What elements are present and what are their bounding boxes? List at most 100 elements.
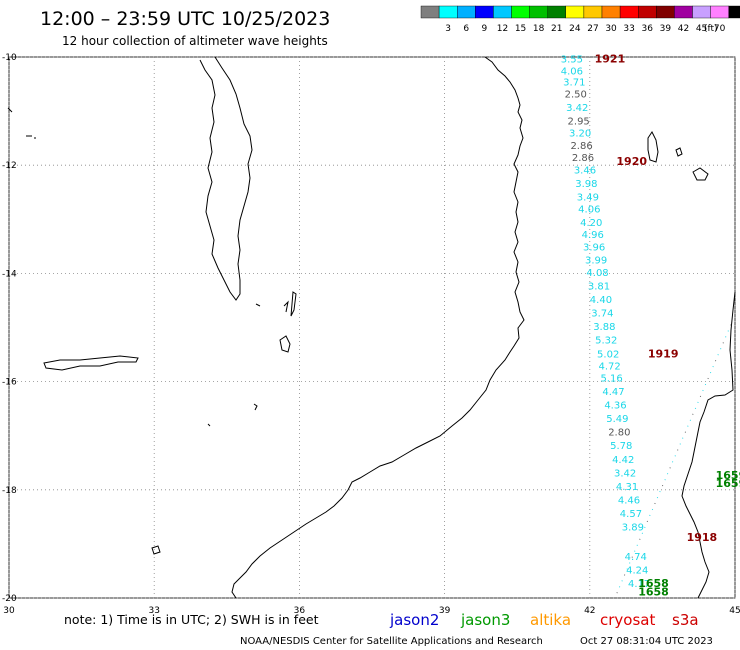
dense-track-mark: ·: [706, 369, 715, 376]
legend-swatch: [475, 5, 494, 19]
wave-height-label: 4.20: [580, 218, 602, 229]
dense-track-mark: ·: [658, 482, 667, 489]
coast-madagascar: [681, 291, 736, 599]
dense-track-mark: ·: [656, 488, 665, 495]
legend-tick-label: 9: [481, 24, 487, 34]
dense-track-mark: ·: [727, 322, 736, 329]
chart-title: 12:00 – 23:59 UTC 10/25/2023: [40, 8, 330, 30]
coast-island-b: [151, 545, 161, 555]
legend-tick-label: 21: [551, 24, 562, 34]
x-tick-label: 39: [439, 606, 451, 616]
dense-track-mark: ·: [646, 512, 655, 519]
wave-height-label: 4.06: [561, 66, 583, 77]
wave-height-label: 4.36: [604, 401, 626, 412]
coast-island-a: [253, 403, 258, 411]
wave-height-label: 5.16: [600, 374, 622, 385]
dense-track-mark: ·: [716, 346, 725, 353]
wave-height-label: 4.17: [628, 579, 650, 590]
legend-tick-label: 6: [463, 24, 469, 34]
grid: [8, 56, 736, 599]
dense-track-mark: ·: [653, 494, 662, 501]
legend-unit: (ft): [704, 24, 718, 34]
wave-height-label: 4.08: [586, 268, 608, 279]
y-tick-label: -10: [2, 53, 17, 63]
mission-legend: jason2 jason3 altika cryosat s3a: [389, 611, 699, 629]
legend-swatch: [457, 5, 476, 19]
x-tick-label: 45: [729, 606, 740, 616]
x-tick-label: 42: [584, 606, 595, 616]
legend-swatch: [710, 5, 729, 19]
legend-tick-label: 3: [445, 24, 451, 34]
footer-note: note: 1) Time is in UTC; 2) SWH is in fe…: [64, 612, 319, 627]
dense-track-mark: ·: [666, 465, 675, 472]
dense-track-mark: ·: [648, 506, 657, 513]
dense-track-east: ········································…: [613, 322, 736, 597]
coast-island-e: [255, 303, 261, 307]
plot-area: 30 33 36 39 42 45-10-12-14-16-18-20 ·········…: [2, 52, 740, 616]
dense-track-mark: ·: [701, 381, 710, 388]
wave-height-label: 3.88: [593, 322, 615, 333]
coast-lake-small-2: [290, 291, 297, 317]
legend-tick-label: 15: [515, 24, 526, 34]
coast-island-f: [207, 423, 211, 427]
coast-comoros-2: [692, 167, 709, 181]
legend-tick-label: 42: [678, 24, 689, 34]
dense-track-mark: ·: [668, 459, 677, 466]
wave-height-label: 4.72: [599, 362, 621, 373]
footer-credit: NOAA/NESDIS Center for Satellite Applica…: [240, 636, 543, 647]
coast-island-c: [7, 107, 13, 113]
wave-height-label: 4.31: [616, 482, 638, 493]
dense-track-mark: ·: [630, 548, 639, 555]
pass-time-label: 1658: [638, 577, 669, 590]
dense-track-mark: ·: [613, 590, 622, 597]
footer-timestamp: Oct 27 08:31:04 UTC 2023: [580, 636, 713, 647]
dense-track-mark: ·: [628, 554, 637, 561]
legend-tick-label: 33: [623, 24, 634, 34]
dense-track-mark: ·: [671, 453, 680, 460]
legend-swatch: [638, 5, 657, 19]
dense-track-mark: ·: [721, 334, 730, 341]
mission-jason2: jason2: [389, 611, 439, 629]
wave-height-label: 5.78: [610, 441, 632, 452]
wave-height-label: 4.40: [590, 295, 612, 306]
dense-track-mark: ·: [694, 399, 703, 406]
wave-height-label: 4.24: [626, 566, 648, 577]
legend-swatch: [438, 5, 458, 19]
wave-height-label: 4.46: [618, 495, 640, 506]
legend-tick-label: 45: [696, 24, 707, 34]
dense-track-mark: ·: [636, 536, 645, 543]
coast-lake-west: [43, 355, 139, 371]
wave-height-label: 5.02: [597, 349, 619, 360]
wave-height-label: 2.86: [570, 141, 592, 152]
legend-swatch: [511, 5, 530, 19]
legend-swatch: [420, 5, 440, 19]
x-tick-label: 30: [3, 606, 15, 616]
y-tick-label: -16: [2, 378, 17, 388]
dense-track-mark: ·: [676, 441, 685, 448]
dense-track-mark: ·: [699, 387, 708, 394]
wave-height-label: 3.42: [566, 103, 588, 114]
pass-time-label: 1919: [648, 347, 679, 360]
coast-comoros-3: [675, 147, 683, 157]
dense-track-mark: ·: [643, 518, 652, 525]
legend-swatch: [619, 5, 639, 19]
dense-track-mark: ·: [663, 471, 672, 478]
pass-time-label: 1921: [595, 52, 626, 65]
legend-swatch: [529, 5, 548, 19]
legend-tick-label: 36: [642, 24, 654, 34]
dense-track-mark: ·: [625, 560, 634, 567]
wave-height-label: 3.49: [577, 192, 599, 203]
wave-height-label: 4.57: [620, 509, 642, 520]
coast-comoros-1: [647, 131, 659, 163]
dense-track-mark: ·: [661, 477, 670, 484]
wave-height-label: 3.74: [591, 309, 613, 320]
wave-height-label: 3.42: [614, 468, 636, 479]
wave-height-label: 2.80: [608, 428, 630, 439]
legend-tick-label: 39: [660, 24, 672, 34]
legend-tick-label: 70: [714, 24, 726, 34]
wave-height-label: 3.89: [622, 522, 644, 533]
legend-swatch: [583, 5, 603, 19]
pass-time-label: 1920: [616, 155, 647, 168]
